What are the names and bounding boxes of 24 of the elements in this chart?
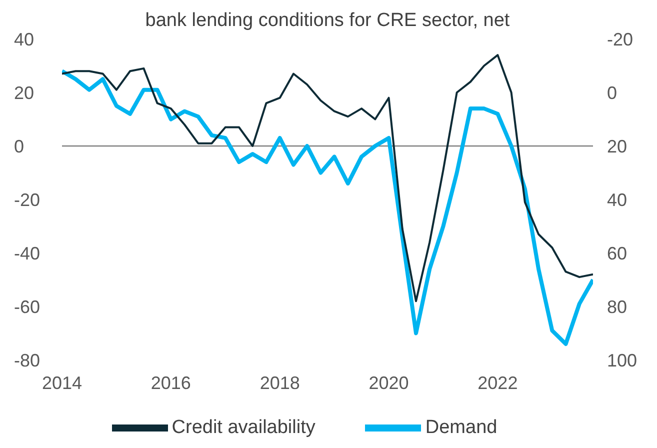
line-series <box>62 69 593 346</box>
y2-tick-label: 80 <box>607 296 628 317</box>
y-tick-label: 0 <box>14 136 24 156</box>
y-tick-label: 40 <box>14 29 34 50</box>
y2-tick-label: 0 <box>607 82 618 103</box>
y-tick-label: -80 <box>14 350 40 370</box>
legend-label: Credit availability <box>172 417 316 438</box>
y-tick-label: -40 <box>14 243 40 264</box>
y2-tick-label: -20 <box>607 29 634 50</box>
y2-tick-label: 40 <box>607 190 628 210</box>
y-tick-label: -20 <box>14 190 40 210</box>
line-series <box>62 54 593 302</box>
x-tick-label: 2022 <box>478 372 518 393</box>
x-tick-label: 2016 <box>150 372 191 393</box>
x-tick-label: 2014 <box>42 372 82 393</box>
legend-label: Demand <box>425 417 498 438</box>
y2-tick-label: 100 <box>607 350 638 370</box>
y-tick-label: -60 <box>14 296 40 317</box>
chart-title: bank lending conditions for CRE sector, net <box>144 10 511 32</box>
y2-tick-label: 20 <box>607 136 628 156</box>
x-tick-label: 2018 <box>260 372 300 393</box>
y-tick-label: 20 <box>14 82 34 103</box>
y2-tick-label: 60 <box>607 243 628 264</box>
x-tick-label: 2020 <box>368 372 409 393</box>
